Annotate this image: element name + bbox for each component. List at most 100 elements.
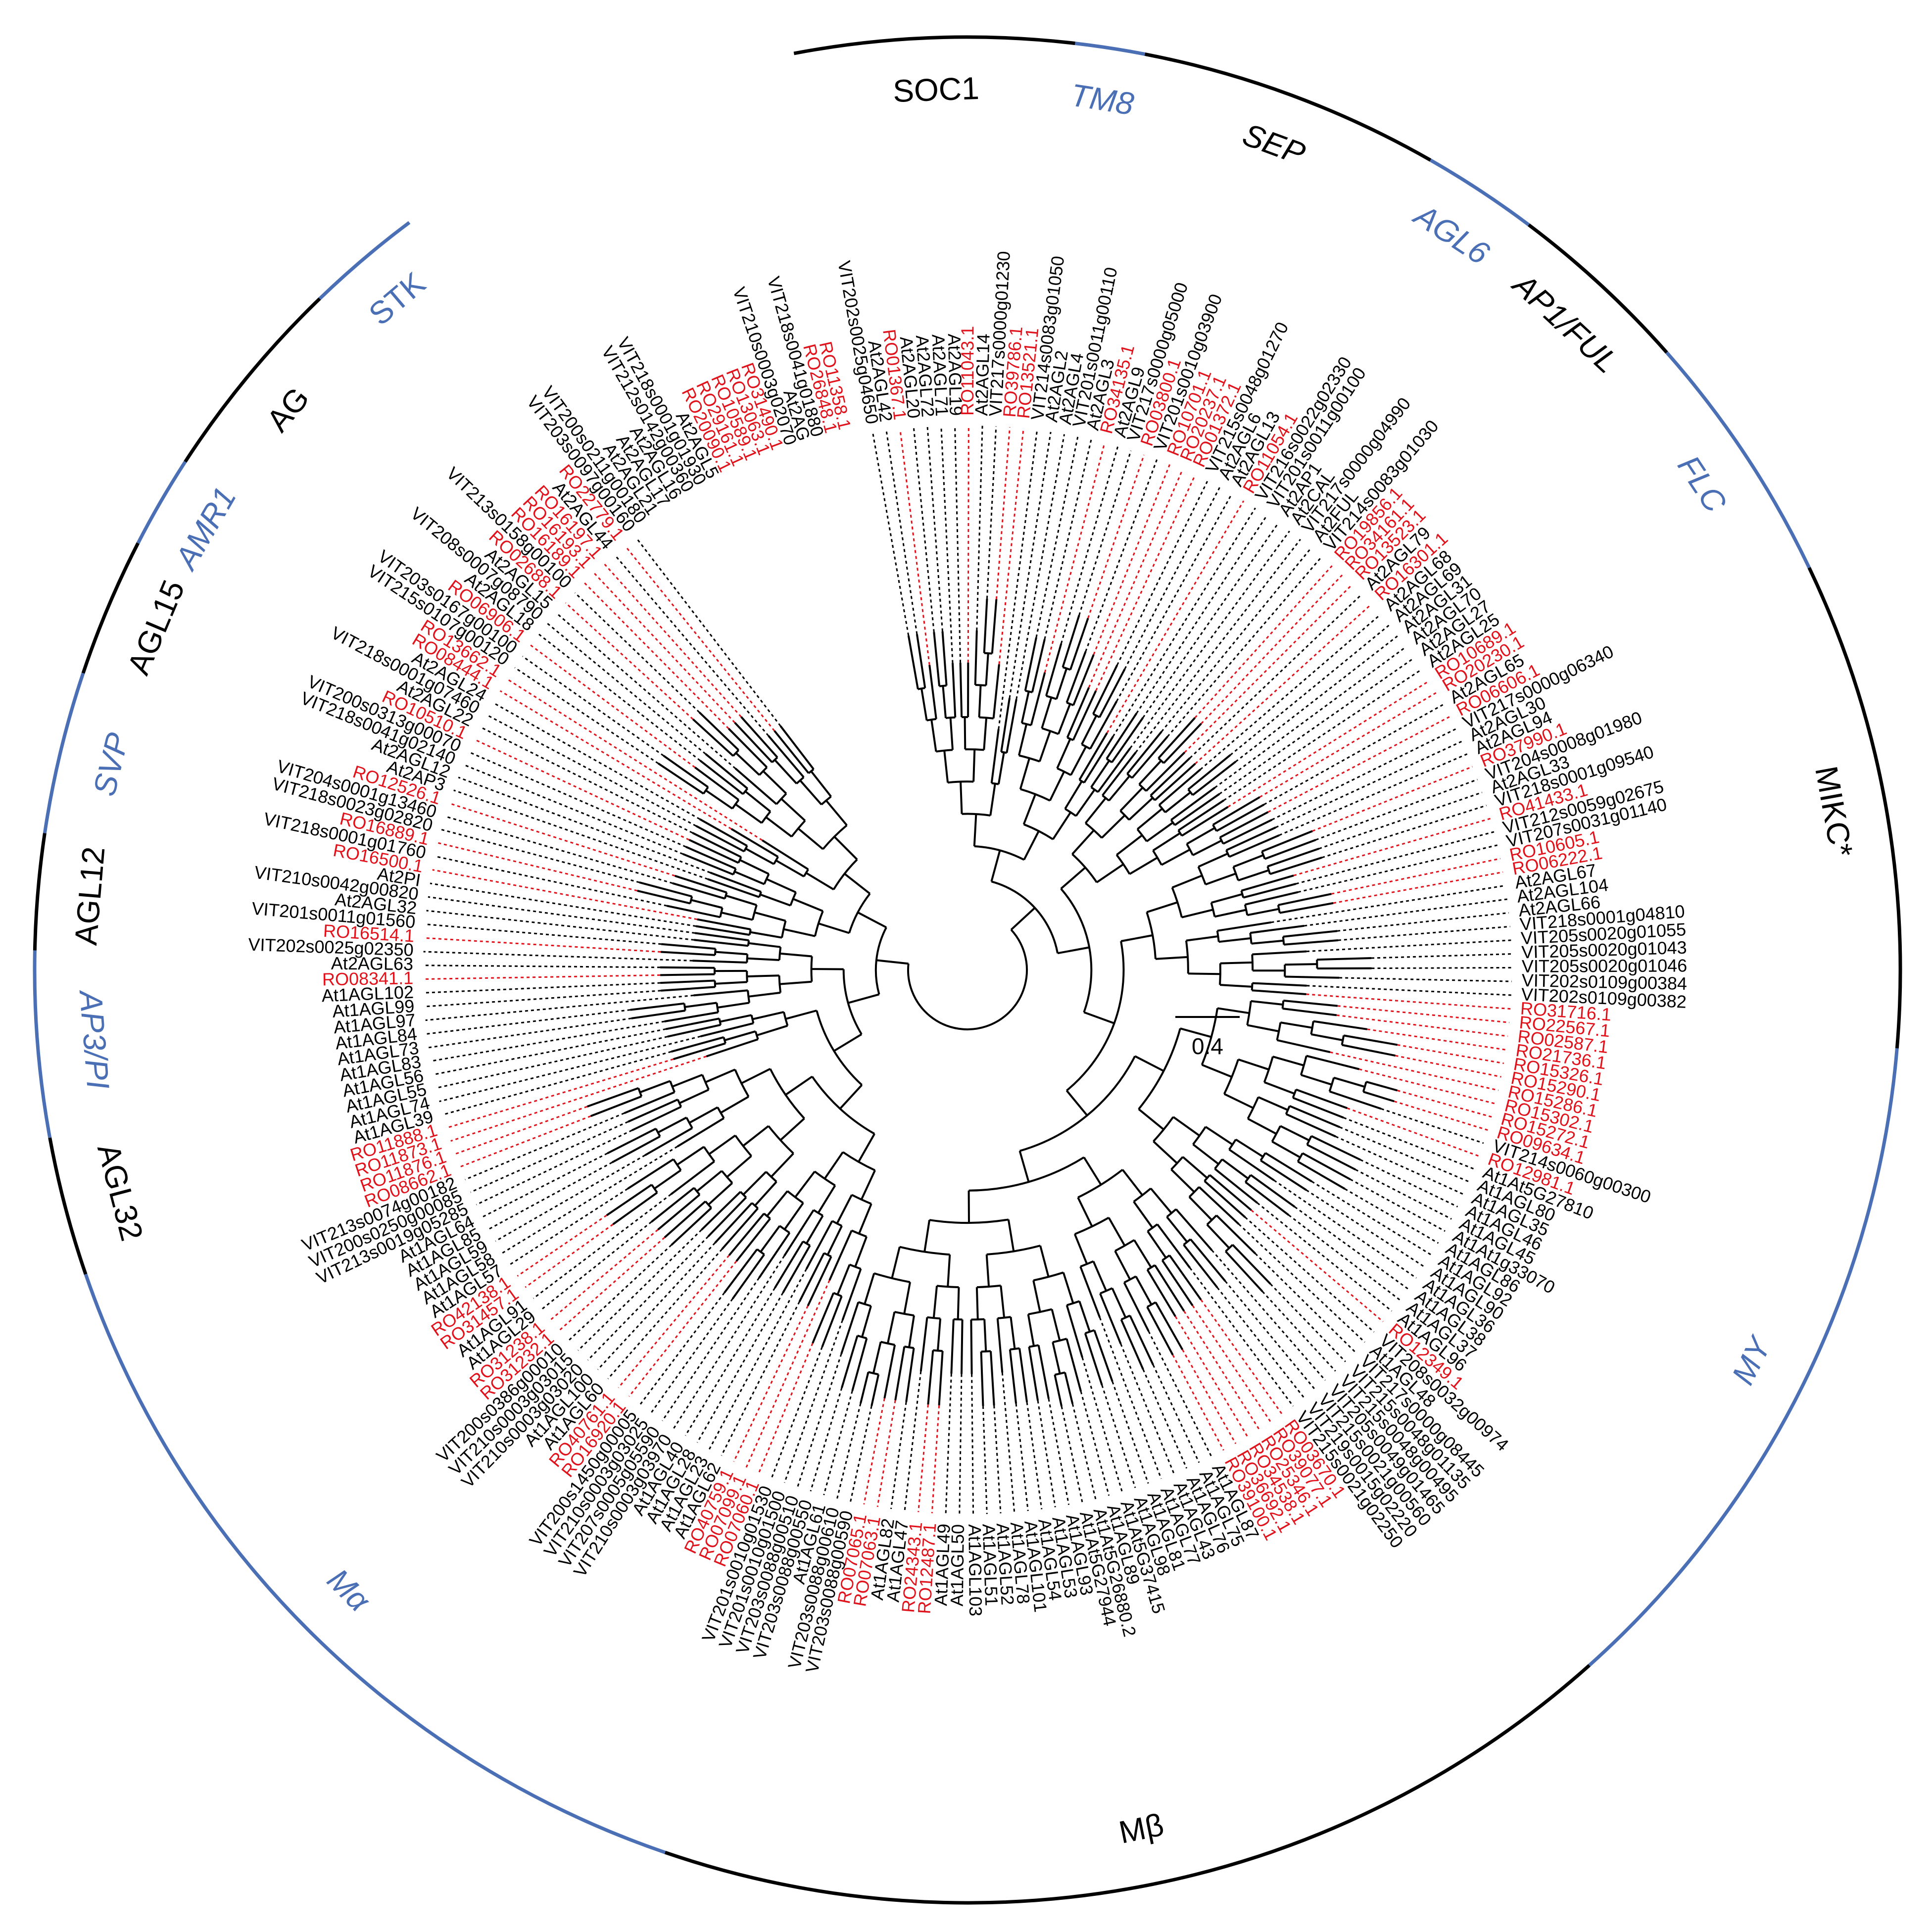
branch-line — [1238, 869, 1269, 881]
branch-line — [1153, 1140, 1178, 1164]
branch-line — [699, 818, 748, 847]
branch-arc — [718, 1018, 722, 1025]
branch-line — [1252, 982, 1307, 987]
leaf-connector — [1296, 831, 1495, 885]
branch-line — [1175, 1208, 1213, 1251]
branch-line — [1282, 1008, 1337, 1016]
leaf-connector — [1001, 1372, 1015, 1513]
branch-line — [1366, 1080, 1398, 1092]
leaf-connector — [455, 1106, 588, 1155]
branch-arc — [974, 845, 1025, 861]
leaf-connector — [446, 1058, 674, 1129]
group-label: AG — [260, 381, 316, 438]
branch-line — [1302, 1152, 1351, 1180]
branch-line — [760, 893, 791, 907]
leaf-connector — [584, 582, 729, 729]
branch-line — [694, 939, 749, 947]
branch-arc — [1223, 1059, 1239, 1095]
leaf-connector — [986, 426, 997, 599]
leaf-connector — [423, 951, 693, 962]
group-ring-segment — [184, 297, 321, 463]
branch-line — [1027, 1314, 1035, 1347]
leaf-connector — [863, 1398, 885, 1505]
branch-line — [672, 1073, 703, 1088]
branch-arc — [1123, 1275, 1137, 1284]
branch-line — [1057, 946, 1090, 955]
leaf-connector — [1106, 500, 1245, 733]
branch-line — [1222, 819, 1273, 845]
branch-line — [1150, 1188, 1172, 1214]
branch-line — [731, 1254, 765, 1300]
branch-line — [1072, 690, 1097, 741]
branch-line — [1283, 999, 1338, 1007]
leaf-connector — [514, 667, 659, 764]
branch-line — [1111, 717, 1144, 763]
branch-line — [691, 899, 723, 909]
branch-line — [637, 889, 691, 905]
branch-line — [1311, 1033, 1343, 1041]
leaf-connector — [1136, 515, 1268, 714]
branch-line — [1163, 723, 1202, 764]
leaf-connector — [1189, 594, 1362, 759]
branch-line — [1342, 1044, 1396, 1057]
leaf-connector — [890, 1401, 907, 1509]
branch-arc — [1216, 930, 1220, 942]
branch-arc — [716, 1003, 720, 1013]
branch-arc — [1177, 829, 1183, 836]
leaf-connector — [1330, 1051, 1499, 1091]
group-label: AP3/PI — [73, 987, 116, 1091]
branch-line — [991, 599, 998, 654]
leaf-connector — [1381, 1108, 1484, 1144]
branch-line — [1261, 830, 1313, 853]
branch-arc — [768, 1125, 794, 1155]
branch-arc — [1060, 888, 1093, 1013]
branch-arc — [953, 1318, 963, 1321]
leaf-connector — [885, 431, 918, 634]
branch-line — [1260, 1159, 1307, 1191]
branch-line — [1126, 731, 1162, 775]
branch-line — [708, 1134, 736, 1155]
branch-line — [660, 951, 716, 956]
group-ring-segment — [81, 542, 140, 674]
branch-line — [747, 974, 779, 978]
branch-line — [708, 1182, 733, 1206]
group-label: AGL32 — [91, 1140, 150, 1245]
leaf-connector — [1129, 531, 1290, 749]
group-ring — [33, 35, 1902, 1905]
branch-line — [1128, 797, 1154, 821]
branch-line — [1066, 687, 1090, 738]
leaf-label: At1AGL51 — [978, 1523, 1002, 1606]
branch-line — [1147, 1230, 1167, 1258]
branch-line — [1065, 1338, 1082, 1392]
leaf-connector — [745, 1280, 830, 1468]
branch-arc — [1192, 1126, 1207, 1145]
leaf-connector — [1267, 716, 1450, 813]
branch-arc — [1244, 904, 1249, 916]
leaf-connector — [556, 612, 736, 770]
branch-line — [1075, 789, 1096, 817]
leaf-connector — [468, 751, 686, 848]
group-ring-segment — [136, 461, 187, 544]
branch-line — [1131, 736, 1168, 779]
leaf-connector — [449, 802, 676, 877]
leaf-connector — [1256, 1202, 1393, 1312]
branch-line — [1071, 829, 1095, 855]
branch-line — [606, 1184, 653, 1216]
leaf-connector — [1318, 791, 1483, 850]
leaf-connector — [913, 428, 935, 632]
branch-line — [766, 878, 797, 893]
branch-line — [1045, 643, 1063, 696]
branch-line — [705, 1068, 736, 1083]
branch-line — [872, 1342, 882, 1374]
branch-line — [692, 718, 734, 757]
branch-line — [920, 688, 928, 721]
leaf-connector — [1182, 1349, 1237, 1444]
group-label: Mα — [321, 1562, 378, 1619]
group-label: SVP — [86, 729, 136, 800]
branch-line — [607, 1127, 657, 1155]
branch-arc — [750, 1014, 755, 1024]
branch-line — [1154, 763, 1196, 801]
branch-line — [1134, 1055, 1164, 1072]
branch-line — [651, 1187, 695, 1223]
